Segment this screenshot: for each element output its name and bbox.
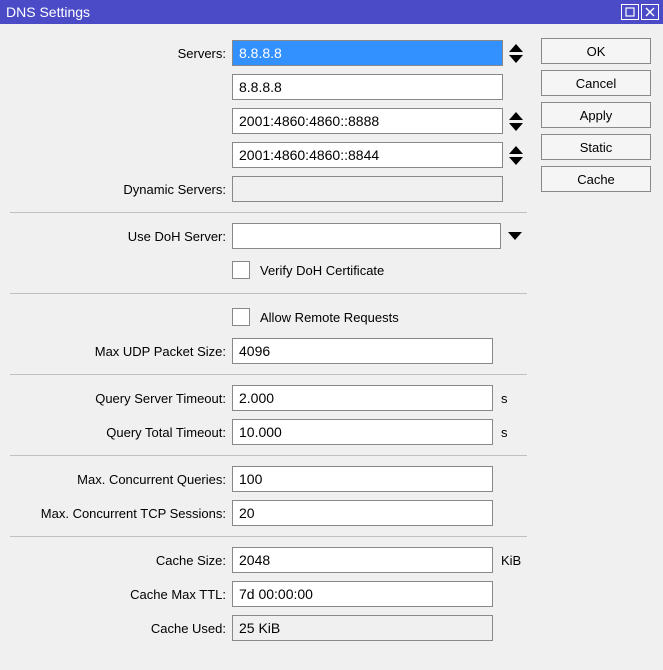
unit-seconds: s <box>501 425 527 440</box>
unit-seconds: s <box>501 391 527 406</box>
row-allow-remote: Allow Remote Requests <box>0 300 527 334</box>
query-total-timeout-input[interactable] <box>232 419 493 445</box>
allow-remote-checkbox[interactable] <box>232 308 250 326</box>
row-server-3 <box>0 138 527 172</box>
label-dynamic-servers: Dynamic Servers: <box>0 182 232 197</box>
server-spinner-3[interactable] <box>509 146 527 165</box>
label-use-doh: Use DoH Server: <box>0 229 232 244</box>
divider <box>10 293 527 294</box>
label-max-conc-queries: Max. Concurrent Queries: <box>0 472 232 487</box>
label-servers: Servers: <box>0 46 232 61</box>
cache-max-ttl-input[interactable] <box>232 581 493 607</box>
row-query-total-timeout: Query Total Timeout: s <box>0 415 527 449</box>
spinner-up-icon[interactable] <box>509 146 523 154</box>
window-title: DNS Settings <box>6 4 619 20</box>
row-use-doh: Use DoH Server: <box>0 219 527 253</box>
label-cache-used: Cache Used: <box>0 621 232 636</box>
doh-server-dropdown[interactable] <box>232 223 501 249</box>
close-button[interactable] <box>641 4 659 20</box>
row-query-server-timeout: Query Server Timeout: s <box>0 381 527 415</box>
row-server-2 <box>0 104 527 138</box>
label-max-conc-tcp: Max. Concurrent TCP Sessions: <box>0 506 232 521</box>
label-verify-doh: Verify DoH Certificate <box>260 263 384 278</box>
row-server-0: Servers: <box>0 36 527 70</box>
verify-doh-checkbox[interactable] <box>232 261 250 279</box>
spinner-down-icon[interactable] <box>509 123 523 131</box>
server-spinner-0[interactable] <box>509 44 527 63</box>
ok-button[interactable]: OK <box>541 38 651 64</box>
label-query-server-timeout: Query Server Timeout: <box>0 391 232 406</box>
max-udp-input[interactable] <box>232 338 493 364</box>
cache-used-display <box>232 615 493 641</box>
server-input-1[interactable] <box>232 74 503 100</box>
static-button[interactable]: Static <box>541 134 651 160</box>
button-column: OK Cancel Apply Static Cache <box>541 36 651 645</box>
server-input-3[interactable] <box>232 142 503 168</box>
divider <box>10 536 527 537</box>
form-column: Servers: <box>0 36 527 645</box>
server-input-0[interactable] <box>232 40 503 66</box>
dns-settings-window: DNS Settings Servers: <box>0 0 663 670</box>
row-max-conc-queries: Max. Concurrent Queries: <box>0 462 527 496</box>
cache-button[interactable]: Cache <box>541 166 651 192</box>
cancel-button[interactable]: Cancel <box>541 70 651 96</box>
label-max-udp: Max UDP Packet Size: <box>0 344 232 359</box>
divider <box>10 455 527 456</box>
max-conc-tcp-input[interactable] <box>232 500 493 526</box>
row-cache-used: Cache Used: <box>0 611 527 645</box>
row-cache-size: Cache Size: KiB <box>0 543 527 577</box>
divider <box>10 374 527 375</box>
query-server-timeout-input[interactable] <box>232 385 493 411</box>
dynamic-servers-input <box>232 176 503 202</box>
chevron-down-icon[interactable] <box>508 232 522 240</box>
label-cache-size: Cache Size: <box>0 553 232 568</box>
row-max-udp: Max UDP Packet Size: <box>0 334 527 368</box>
row-verify-doh: Verify DoH Certificate <box>0 253 527 287</box>
label-query-total-timeout: Query Total Timeout: <box>0 425 232 440</box>
label-cache-max-ttl: Cache Max TTL: <box>0 587 232 602</box>
row-dynamic-servers: Dynamic Servers: <box>0 172 527 206</box>
row-cache-max-ttl: Cache Max TTL: <box>0 577 527 611</box>
spinner-down-icon[interactable] <box>509 157 523 165</box>
cache-size-input[interactable] <box>232 547 493 573</box>
minimize-button[interactable] <box>621 4 639 20</box>
titlebar: DNS Settings <box>0 0 663 24</box>
server-input-2[interactable] <box>232 108 503 134</box>
spinner-up-icon[interactable] <box>509 112 523 120</box>
label-allow-remote: Allow Remote Requests <box>260 310 399 325</box>
spinner-down-icon[interactable] <box>509 55 523 63</box>
spinner-up-icon[interactable] <box>509 44 523 52</box>
unit-kib: KiB <box>501 553 527 568</box>
row-max-conc-tcp: Max. Concurrent TCP Sessions: <box>0 496 527 530</box>
divider <box>10 212 527 213</box>
max-conc-queries-input[interactable] <box>232 466 493 492</box>
content-area: Servers: <box>0 24 663 657</box>
server-spinner-2[interactable] <box>509 112 527 131</box>
apply-button[interactable]: Apply <box>541 102 651 128</box>
row-server-1 <box>0 70 527 104</box>
